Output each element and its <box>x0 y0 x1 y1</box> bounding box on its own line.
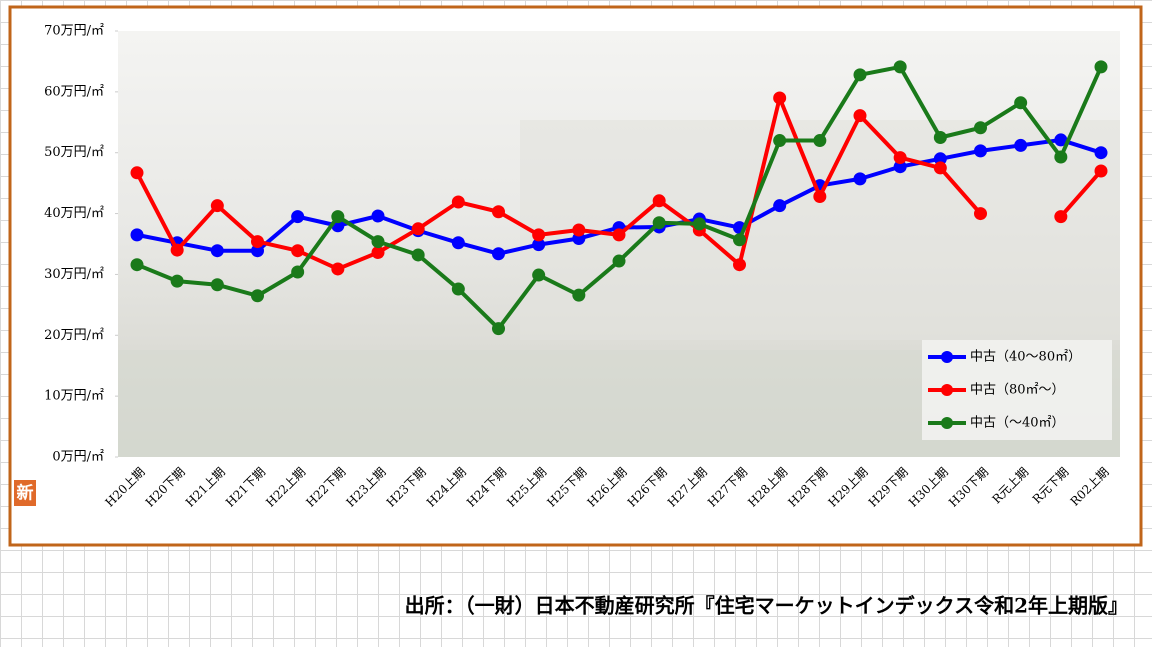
point <box>933 161 947 175</box>
source-note: 出所：（一財）日本不動産研究所『住宅マーケットインデックス令和2年上期版』 <box>405 594 1128 618</box>
point <box>572 288 586 302</box>
point <box>371 209 385 223</box>
point <box>1014 96 1028 110</box>
point <box>1094 146 1108 160</box>
legend-label: 中古（～40㎡） <box>970 416 1065 431</box>
point <box>893 160 907 174</box>
point <box>331 210 345 224</box>
point <box>451 236 465 250</box>
point <box>251 235 264 249</box>
y-tick-label: 0万円/㎡ <box>52 450 104 465</box>
y-tick-label: 20万円/㎡ <box>44 328 104 343</box>
point <box>933 152 947 166</box>
point <box>532 238 546 252</box>
point <box>1054 210 1068 224</box>
point <box>893 60 907 74</box>
point <box>170 274 184 288</box>
point <box>532 268 546 282</box>
point <box>291 265 305 279</box>
point <box>692 217 706 231</box>
y-tick-label: 50万円/㎡ <box>44 145 104 160</box>
point <box>1094 60 1108 74</box>
badge: 新 <box>17 483 34 504</box>
point <box>813 190 827 204</box>
point <box>1054 150 1068 164</box>
point <box>652 216 666 230</box>
point <box>451 195 465 209</box>
point <box>210 199 224 213</box>
point <box>733 233 746 247</box>
point <box>773 134 787 148</box>
point <box>1054 133 1068 147</box>
point <box>853 68 867 82</box>
point <box>492 205 505 219</box>
point <box>331 262 345 276</box>
point <box>251 289 264 303</box>
point <box>130 166 144 180</box>
point <box>773 199 787 213</box>
series-line <box>135 95 1103 271</box>
point <box>411 248 425 262</box>
point <box>130 228 144 242</box>
point <box>612 254 626 268</box>
legend-label: 中古（80㎡～） <box>970 383 1065 398</box>
point <box>170 243 184 257</box>
point <box>612 228 626 242</box>
point <box>933 131 947 144</box>
point <box>773 91 787 105</box>
point <box>492 247 505 261</box>
point <box>652 194 666 208</box>
y-tick-label: 10万円/㎡ <box>44 389 104 404</box>
point <box>291 244 305 258</box>
point <box>974 144 987 158</box>
legend-marker <box>941 417 953 429</box>
point <box>451 282 465 296</box>
point <box>974 207 987 221</box>
point <box>492 322 505 336</box>
point <box>130 258 144 272</box>
legend-marker <box>941 351 953 363</box>
point <box>210 278 224 292</box>
point <box>210 244 224 258</box>
point <box>251 244 264 258</box>
point <box>371 246 385 260</box>
point <box>853 172 867 186</box>
point <box>411 222 425 236</box>
point <box>974 121 987 135</box>
point <box>532 228 546 242</box>
y-tick-label: 30万円/㎡ <box>44 267 104 282</box>
y-tick-label: 70万円/㎡ <box>44 24 104 39</box>
legend-marker <box>941 384 953 396</box>
legend-label: 中古（40～80㎡） <box>970 350 1081 365</box>
badge-box <box>14 480 36 506</box>
point <box>291 210 305 224</box>
point <box>572 223 586 237</box>
point <box>893 151 907 165</box>
point <box>853 109 867 123</box>
point <box>1014 138 1028 152</box>
point <box>371 235 385 249</box>
y-tick-label: 60万円/㎡ <box>44 84 104 99</box>
point <box>1094 164 1108 178</box>
y-tick-label: 40万円/㎡ <box>44 206 104 221</box>
point <box>813 134 827 148</box>
point <box>733 258 746 272</box>
